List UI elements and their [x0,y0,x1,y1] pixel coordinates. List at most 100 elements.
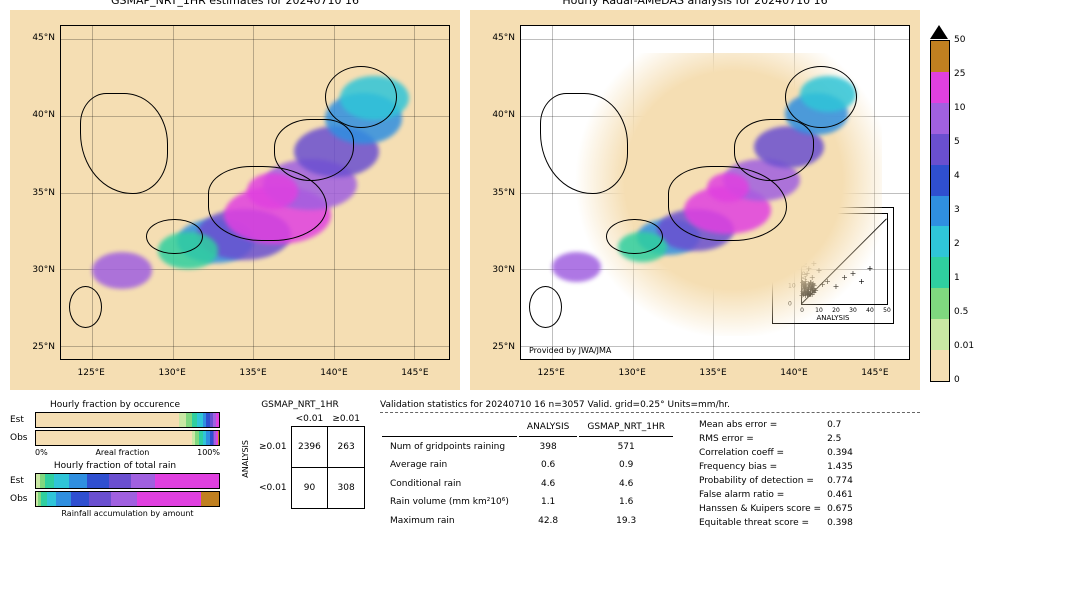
axis-right: 100% [197,448,220,457]
ytick: 25°N [15,342,55,352]
scatter-xtick: 50 [883,307,891,314]
metric-cell: 2.5 [825,433,855,445]
fraction-bars: Hourly fraction by occurence Est Obs 0% A… [10,400,220,580]
fraction-row: Est [10,473,220,489]
metric-cell: False alarm ratio = [697,489,823,501]
ct-10: 90 [291,468,328,509]
ytick: 40°N [15,110,55,120]
map-right: Hourly Radar-AMeDAS analysis for 2024071… [470,10,920,390]
stats-header: GSMAP_NRT_1HR [579,419,673,437]
stats-cell: 571 [579,439,673,455]
stats-header [382,419,517,437]
stats-cell: 1.6 [579,494,673,510]
stats-cell: 0.9 [579,457,673,473]
map-right-plot: Provided by JWA/JMA GSMAP_NRT_1HR ANALYS… [520,25,910,360]
ytick: 45°N [475,33,515,43]
ytick: 45°N [15,33,55,43]
xtick: 140°E [320,368,347,378]
colorbar: 00.010.512345102550 [930,10,990,580]
axis-center: Areal fraction [95,448,149,457]
ytick: 30°N [475,265,515,275]
fraction-label: Est [10,476,35,486]
xtick: 140°E [780,368,807,378]
stats-cell: Average rain [382,457,517,473]
colorbar-tick: 10 [954,103,965,113]
xtick: 130°E [618,368,645,378]
metric-cell: 0.461 [825,489,855,501]
metric-cell: 0.774 [825,475,855,487]
ct-rh0: ≥0.01 [255,427,291,468]
stats-cell: 19.3 [579,513,673,529]
metric-cell: 0.394 [825,447,855,459]
contingency: GSMAP_NRT_1HR ANALYSIS <0.01 ≥0.01 ≥0.01… [235,400,365,580]
metric-cell: Correlation coeff = [697,447,823,459]
fraction-bar [35,473,220,489]
map-left-title: GSMAP_NRT_1HR estimates for 20240710 16 [111,0,359,7]
colorbar-tick: 0.5 [954,307,968,317]
fraction-row: Obs [10,491,220,507]
colorbar-tick: 1 [954,273,960,283]
tot-title: Hourly fraction of total rain [10,461,220,471]
xtick: 125°E [538,368,565,378]
map-right-title: Hourly Radar-AMeDAS analysis for 2024071… [562,0,827,7]
stats-cell: 398 [519,439,577,455]
stats-title: Validation statistics for 20240710 16 n=… [380,400,920,413]
fraction-label: Est [10,415,35,425]
colorbar-tick: 25 [954,69,965,79]
map-left-plot [60,25,450,360]
stats-cell: Maximum rain [382,513,517,529]
metric-cell: Hanssen & Kuipers score = [697,503,823,515]
ytick: 40°N [475,110,515,120]
colorbar-tick: 0 [954,375,960,385]
ct-01: 263 [328,427,365,468]
axis-left: 0% [35,448,48,457]
stats-table: ANALYSISGSMAP_NRT_1HR Num of gridpoints r… [380,417,675,531]
ytick: 35°N [475,188,515,198]
bottom-row: Hourly fraction by occurence Est Obs 0% A… [10,400,920,580]
ct-ch1: ≥0.01 [328,412,365,427]
fraction-row: Obs [10,430,220,446]
fraction-bar [35,430,220,446]
metric-cell: 0.7 [825,419,855,431]
fraction-row: Est [10,412,220,428]
xtick: 135°E [239,368,266,378]
stats-cell: 1.1 [519,494,577,510]
stats-cell: 4.6 [579,476,673,492]
colorbar-tick: 3 [954,205,960,215]
stats-cell: 0.6 [519,457,577,473]
metric-cell: Frequency bias = [697,461,823,473]
occ-title: Hourly fraction by occurence [10,400,220,410]
xtick: 145°E [861,368,888,378]
colorbar-tick: 2 [954,239,960,249]
ytick: 30°N [15,265,55,275]
colorbar-tick: 5 [954,137,960,147]
fraction-bar [35,412,220,428]
fraction-label: Obs [10,494,35,504]
ct-11: 308 [328,468,365,509]
stats-header: ANALYSIS [519,419,577,437]
colorbar-tick: 4 [954,171,960,181]
metric-cell: 1.435 [825,461,855,473]
metric-cell: 0.398 [825,517,855,529]
xtick: 135°E [699,368,726,378]
ytick: 25°N [475,342,515,352]
stats-cell: Rain volume (mm km²10⁶) [382,494,517,510]
colorbar-tick: 50 [954,35,965,45]
stats-cell: Num of gridpoints raining [382,439,517,455]
xtick: 145°E [401,368,428,378]
stats-metrics: Mean abs error =0.7RMS error =2.5Correla… [695,417,857,531]
xtick: 130°E [158,368,185,378]
metric-cell: Equitable threat score = [697,517,823,529]
metric-cell: RMS error = [697,433,823,445]
fraction-bar [35,491,220,507]
stats-cell: 4.6 [519,476,577,492]
metric-cell: 0.675 [825,503,855,515]
metric-cell: Probability of detection = [697,475,823,487]
metric-cell: Mean abs error = [697,419,823,431]
stats-cell: 42.8 [519,513,577,529]
ct-ch0: <0.01 [291,412,328,427]
ct-00: 2396 [291,427,328,468]
colorbar-overflow-icon [930,25,948,39]
xtick: 125°E [78,368,105,378]
stats-cell: Conditional rain [382,476,517,492]
